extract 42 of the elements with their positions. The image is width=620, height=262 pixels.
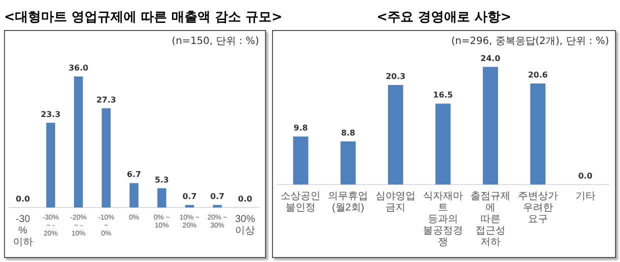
x-tick-label: 식자재마트 등과의 불공정경쟁 [423, 191, 463, 248]
chart-title: <주요 경영애로 사항> [376, 10, 512, 25]
data-label: 0.0 [238, 194, 253, 204]
data-label: 23.3 [40, 110, 61, 119]
data-label: 16.5 [433, 90, 454, 100]
bar [340, 141, 356, 184]
x-tick-label: -30% 이하 [12, 214, 33, 248]
chart-subtitle: (n=150, 단위 : %) [170, 35, 260, 48]
data-label: 6.7 [126, 170, 142, 180]
data-label: 0.0 [16, 194, 30, 204]
data-label: 5.3 [154, 175, 169, 184]
chart-subtitle: (n=296, 중복응답(2개), 단위 : %) [450, 35, 610, 48]
bar [102, 108, 111, 208]
x-tick-label: 심야영업금지 [376, 191, 416, 214]
x-tick-label: 출점규제에 따른 접근성 저하 [470, 191, 510, 248]
bar [212, 204, 222, 208]
data-label: 36.0 [68, 64, 89, 73]
data-label: 24.0 [480, 54, 501, 63]
bar [435, 104, 451, 184]
bar [530, 84, 546, 184]
bar [74, 76, 83, 208]
bar [130, 183, 138, 208]
bar [293, 136, 308, 184]
data-label: 20.3 [386, 72, 406, 82]
bar [46, 122, 56, 208]
data-label: 0.0 [578, 172, 593, 181]
x-tick-label: 30% 이상 [235, 214, 256, 236]
bar [482, 66, 498, 184]
data-label: 8.8 [341, 128, 356, 138]
x-tick-label: 의무휴업(월2회) [328, 191, 368, 214]
data-label: 27.3 [96, 95, 116, 104]
x-tick-label: 기타 [575, 191, 596, 202]
data-label: 20.6 [528, 70, 548, 80]
data-label: 9.8 [294, 124, 308, 133]
data-label: 0.7 [210, 192, 224, 202]
x-tick-label: 주변상가 우려한 요구 [518, 191, 558, 225]
bar [157, 188, 166, 208]
data-label: 0.7 [182, 192, 197, 202]
bar [388, 85, 404, 184]
x-tick-label: 소상공인 불인정 [280, 191, 321, 214]
chart-title: <대형마트 영업규제에 따른 매출액 감소 규모> [4, 9, 282, 27]
bar [185, 204, 194, 208]
